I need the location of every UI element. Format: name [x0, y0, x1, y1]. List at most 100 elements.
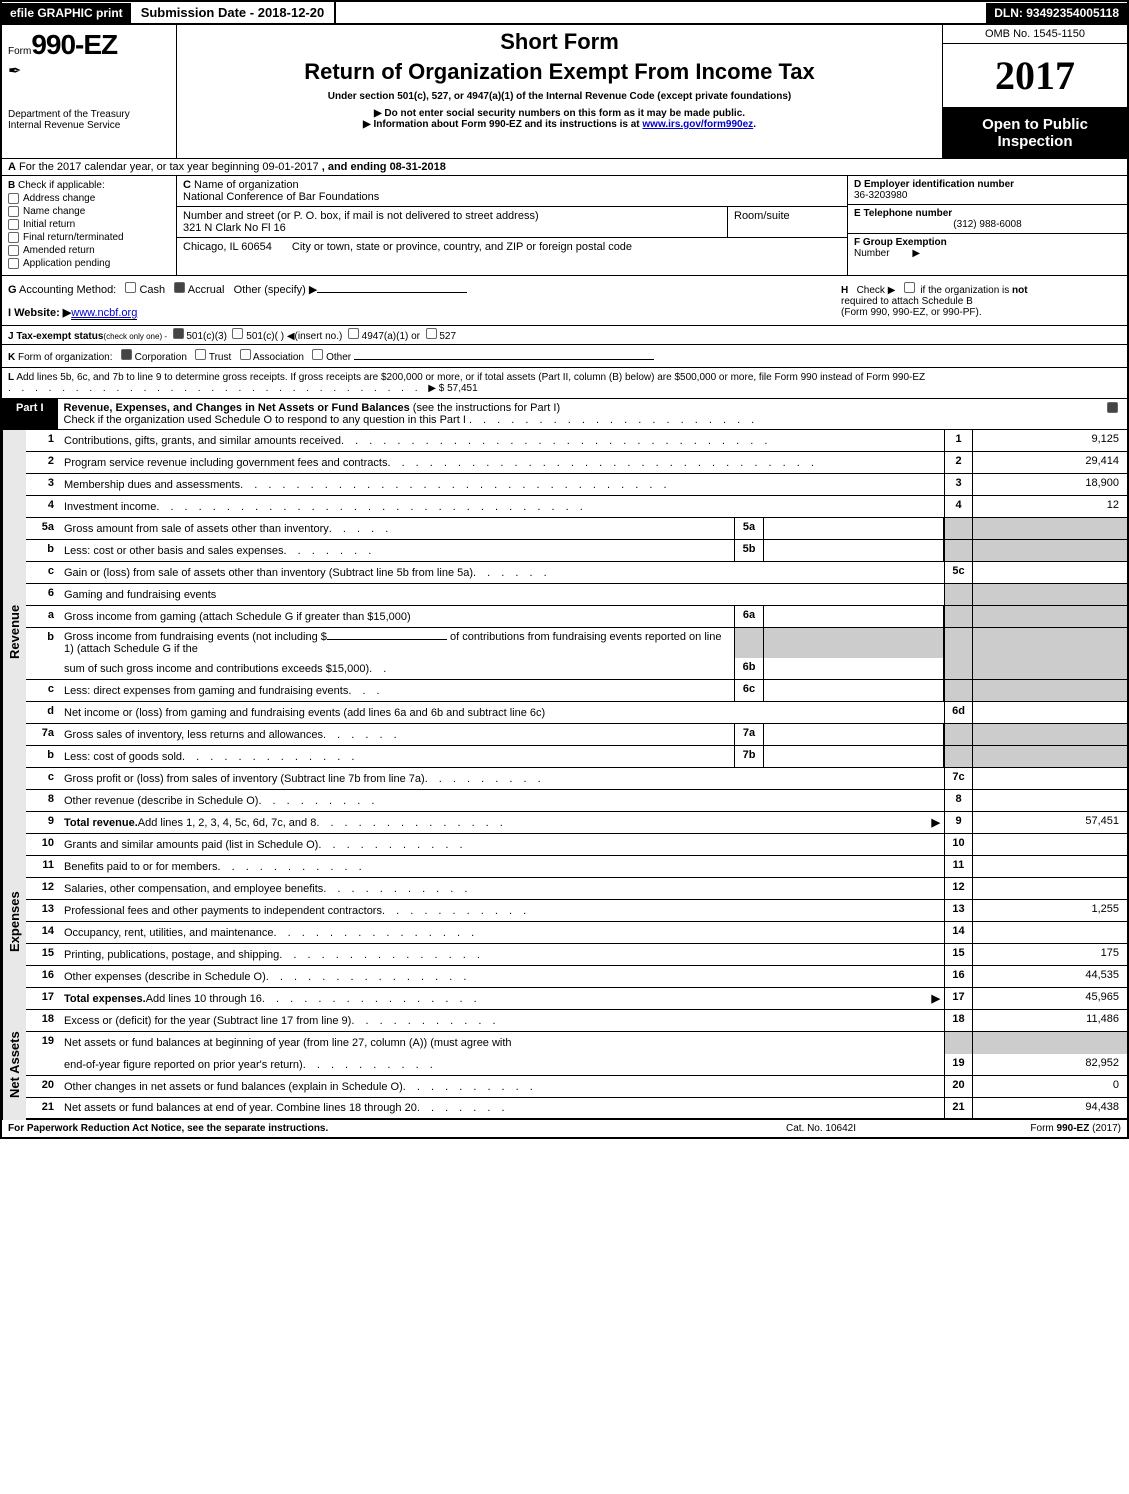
shaded-cell: [972, 518, 1127, 539]
checkbox-icon[interactable]: [904, 282, 915, 293]
line-num: b: [26, 540, 60, 561]
line-num: b: [26, 746, 60, 767]
check-application-pending[interactable]: Application pending: [8, 258, 170, 269]
line-desc: Gain or (loss) from sale of assets other…: [60, 562, 944, 583]
h-text-2: if the organization is: [920, 285, 1012, 296]
expenses-side-label: Expenses: [2, 834, 26, 1010]
line-value: [972, 702, 1127, 723]
j-label: J Tax-exempt status: [8, 331, 103, 342]
checkbox-icon[interactable]: [125, 282, 136, 293]
line-sub-num: 7b: [734, 746, 764, 767]
part1-instr: (see the instructions for Part I): [413, 402, 560, 414]
desc-text: Gross income from gaming (attach Schedul…: [64, 611, 411, 623]
dots: . . . . . .: [323, 729, 730, 741]
shaded-cell: [944, 606, 972, 627]
line-num: 11: [26, 856, 60, 877]
line-value: 0: [972, 1076, 1127, 1097]
submission-label: Submission Date -: [141, 5, 258, 20]
line-desc: Printing, publications, postage, and shi…: [60, 944, 944, 965]
website-link[interactable]: www.ncbf.org: [71, 307, 137, 320]
line-6b-1: b Gross income from fundraising events (…: [26, 628, 1127, 658]
line-num: 3: [26, 474, 60, 495]
checkbox-icon: [8, 206, 19, 217]
line-right-num: 14: [944, 922, 972, 943]
line-11: 11 Benefits paid to or for members . . .…: [26, 856, 1127, 878]
check-final-return[interactable]: Final return/terminated: [8, 232, 170, 243]
line-sub-num: 6b: [734, 658, 764, 679]
efile-print-button[interactable]: efile GRAPHIC print: [2, 3, 131, 23]
section-a-label: A: [8, 161, 16, 173]
line-value: 175: [972, 944, 1127, 965]
check-address-change[interactable]: Address change: [8, 193, 170, 204]
line-right-num: 21: [944, 1098, 972, 1118]
desc-text: Contributions, gifts, grants, and simila…: [64, 435, 341, 447]
section-b-checks: B Check if applicable: Address change Na…: [2, 176, 177, 275]
line-desc: Other changes in net assets or fund bala…: [60, 1076, 944, 1097]
desc-text: Add lines 10 through 16: [146, 993, 262, 1005]
checkbox-icon[interactable]: [426, 328, 437, 339]
check-name-change[interactable]: Name change: [8, 206, 170, 217]
street-value: 321 N Clark No Fl 16: [183, 222, 721, 234]
checkbox-icon[interactable]: [232, 328, 243, 339]
checkbox-icon: [8, 258, 19, 269]
footer-form: Form 990-EZ (2017): [921, 1123, 1121, 1134]
desc-text: Other expenses (describe in Schedule O): [64, 971, 266, 983]
line-right-num: 16: [944, 966, 972, 987]
checkbox-icon[interactable]: [195, 349, 206, 360]
checkbox-checked-icon[interactable]: [173, 328, 184, 339]
desc-text: Excess or (deficit) for the year (Subtra…: [64, 1015, 351, 1027]
section-c: C Name of organization National Conferen…: [177, 176, 847, 275]
line-sub-val: [764, 540, 944, 561]
j-opt-3: 527: [439, 331, 456, 342]
part1-title: Revenue, Expenses, and Changes in Net As…: [64, 402, 410, 414]
irs-link[interactable]: www.irs.gov/form990ez: [642, 119, 753, 130]
checkbox-checked-icon[interactable]: [121, 349, 132, 360]
city-label: City or town, state or province, country…: [292, 241, 632, 253]
omb-number: OMB No. 1545-1150: [943, 25, 1127, 44]
line-desc: Benefits paid to or for members . . . . …: [60, 856, 944, 877]
h-text-4: (Form 990, 990-EZ, or 990-PF).: [841, 307, 982, 318]
desc-text: Professional fees and other payments to …: [64, 905, 382, 917]
shaded-cell: [734, 628, 764, 658]
line-6: 6 Gaming and fundraising events: [26, 584, 1127, 606]
section-g: G Accounting Method: Cash Accrual Other …: [8, 282, 841, 319]
amount-arrow: ▶: [428, 383, 436, 394]
footer-prefix: Form: [1030, 1123, 1056, 1134]
shaded-cell: [972, 628, 1127, 658]
part1-desc: Revenue, Expenses, and Changes in Net As…: [58, 399, 1127, 429]
checkbox-icon[interactable]: [240, 349, 251, 360]
ein-value: 36-3203980: [854, 190, 1121, 201]
section-l: L Add lines 5b, 6c, and 7b to line 9 to …: [2, 368, 1127, 399]
check-initial-return[interactable]: Initial return: [8, 219, 170, 230]
line-9: 9 Total revenue. Add lines 1, 2, 3, 4, 5…: [26, 812, 1127, 834]
j-opt-1: 501(c)( ) ◀(insert no.): [246, 331, 342, 342]
checkbox-icon[interactable]: [348, 328, 359, 339]
shaded-cell: [944, 680, 972, 701]
desc-text: Grants and similar amounts paid (list in…: [64, 839, 318, 851]
notice-2-text: ▶ Information about Form 990-EZ and its …: [363, 119, 642, 130]
shaded-cell: [944, 1032, 972, 1054]
line-right-num: 17: [944, 988, 972, 1009]
line-sub-val: [764, 518, 944, 539]
revenue-body: 1 Contributions, gifts, grants, and simi…: [26, 430, 1127, 834]
j-opt-0: 501(c)(3): [186, 331, 227, 342]
checkbox-icon[interactable]: [312, 349, 323, 360]
other-label: Other (specify) ▶: [234, 284, 318, 296]
section-k: K Form of organization: Corporation Trus…: [2, 345, 1127, 368]
org-name-cell: C Name of organization National Conferen…: [177, 176, 847, 207]
schedule-o-checkbox[interactable]: [1103, 402, 1121, 426]
checkbox-checked-icon[interactable]: [174, 282, 185, 293]
arrow-icon: ▶: [932, 816, 940, 829]
dots: . . . . . . . . . . . . . . . . . . . . …: [240, 479, 940, 491]
line-value: [972, 856, 1127, 877]
check-label: Address change: [23, 193, 95, 204]
check-label: Amended return: [23, 245, 95, 256]
line-right-num: 1: [944, 430, 972, 451]
desc-text: Occupancy, rent, utilities, and maintena…: [64, 927, 274, 939]
check-amended-return[interactable]: Amended return: [8, 245, 170, 256]
dots: . . . . . . . . . . . . . . . . . . . . …: [8, 383, 428, 394]
notice-1: ▶ Do not enter social security numbers o…: [185, 108, 934, 119]
line-desc: Professional fees and other payments to …: [60, 900, 944, 921]
section-b-row: B Check if applicable: Address change Na…: [2, 176, 1127, 276]
part1-check-text: Check if the organization used Schedule …: [64, 414, 466, 426]
